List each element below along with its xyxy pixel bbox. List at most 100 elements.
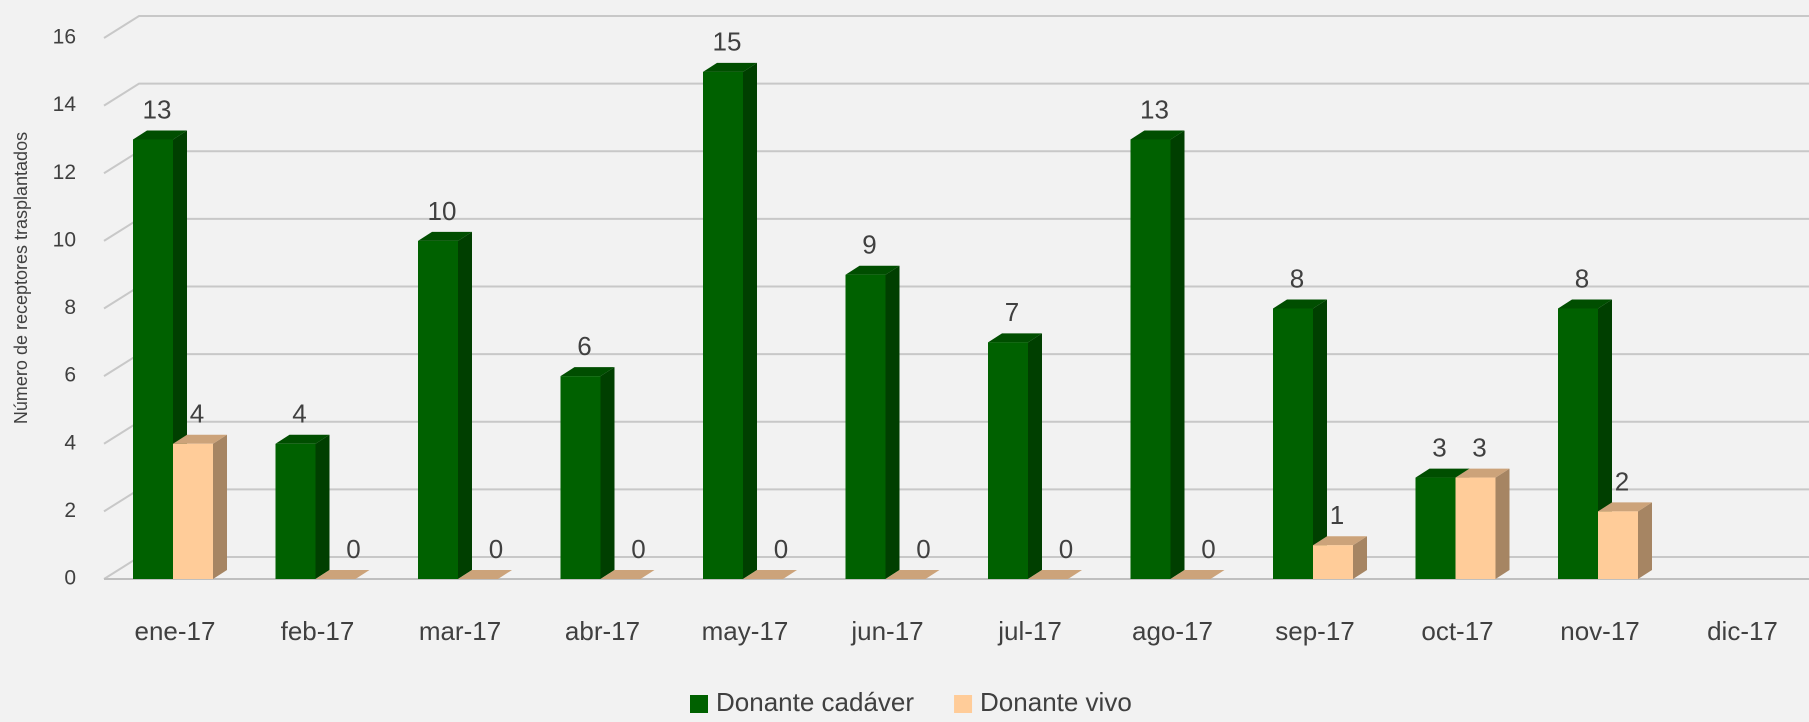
bar-side bbox=[743, 62, 757, 579]
y-tick-label: 10 bbox=[53, 228, 76, 251]
data-label: 15 bbox=[713, 27, 742, 57]
legend-label: Donante vivo bbox=[980, 687, 1132, 717]
bar-top bbox=[845, 265, 900, 275]
bar-top bbox=[1598, 502, 1652, 512]
x-tick-label: nov-17 bbox=[1560, 616, 1640, 646]
bar-top bbox=[315, 570, 370, 579]
data-label: 0 bbox=[631, 534, 645, 564]
bar-top bbox=[1415, 468, 1470, 478]
y-tick-label: 6 bbox=[64, 364, 76, 387]
bar-side bbox=[213, 434, 227, 579]
bar-side bbox=[1638, 502, 1652, 579]
bar-side bbox=[1495, 468, 1510, 579]
bar bbox=[1415, 477, 1456, 579]
bar bbox=[988, 342, 1028, 579]
x-tick-label: abr-17 bbox=[565, 616, 640, 646]
x-tick-label: feb-17 bbox=[281, 616, 355, 646]
bar-top bbox=[885, 570, 940, 579]
bar-top bbox=[1313, 536, 1367, 546]
x-tick-label: dic-17 bbox=[1707, 616, 1778, 646]
bar bbox=[1273, 308, 1313, 579]
bar-top bbox=[458, 570, 512, 579]
x-tick-label: oct-17 bbox=[1421, 616, 1493, 646]
data-label: 1 bbox=[1330, 500, 1344, 530]
bar bbox=[1455, 477, 1496, 579]
data-label: 0 bbox=[916, 534, 930, 564]
data-label: 10 bbox=[428, 196, 457, 226]
bar-side bbox=[1313, 299, 1327, 579]
bar-side bbox=[600, 367, 615, 579]
grid-line bbox=[103, 82, 1809, 107]
x-tick-label: jun-17 bbox=[850, 616, 923, 646]
bar-side bbox=[1353, 536, 1367, 579]
bar bbox=[1313, 545, 1353, 579]
bar-top bbox=[743, 570, 797, 579]
bar-top bbox=[1455, 468, 1510, 478]
data-label: 0 bbox=[346, 534, 360, 564]
y-axis-label: Número de receptores trasplantados bbox=[11, 132, 31, 424]
bar-side bbox=[458, 231, 472, 579]
legend-swatch bbox=[954, 695, 973, 713]
legend-label: Donante cadáver bbox=[716, 687, 914, 717]
y-tick-label: 12 bbox=[53, 161, 76, 184]
bar-side bbox=[1028, 333, 1042, 579]
x-tick-label: ene-17 bbox=[135, 616, 216, 646]
bar-top bbox=[1558, 299, 1612, 309]
bar-top bbox=[1130, 130, 1185, 140]
bar-top bbox=[173, 434, 227, 444]
y-tick-label: 0 bbox=[64, 567, 76, 590]
bar-top bbox=[1273, 299, 1327, 309]
data-label: 2 bbox=[1615, 466, 1629, 496]
bar bbox=[1598, 511, 1638, 579]
data-label: 9 bbox=[862, 230, 876, 260]
data-label: 13 bbox=[1140, 94, 1169, 124]
bar-top bbox=[560, 367, 615, 377]
data-label: 7 bbox=[1005, 297, 1019, 327]
bar bbox=[275, 443, 316, 579]
y-tick-label: 4 bbox=[64, 431, 76, 454]
data-label: 8 bbox=[1575, 263, 1589, 293]
legend-swatch bbox=[690, 695, 708, 713]
bar-top bbox=[133, 130, 187, 140]
y-tick-label: 14 bbox=[53, 93, 77, 116]
bar bbox=[1558, 308, 1598, 579]
bar bbox=[845, 274, 886, 579]
data-label: 4 bbox=[190, 399, 204, 429]
bar-top bbox=[1170, 570, 1225, 579]
grid-line bbox=[103, 15, 1809, 39]
bar-top bbox=[600, 570, 655, 579]
data-label: 3 bbox=[1432, 432, 1446, 462]
data-label: 4 bbox=[292, 399, 306, 429]
data-label: 0 bbox=[1059, 534, 1073, 564]
x-tick-label: may-17 bbox=[702, 616, 789, 646]
y-tick-label: 8 bbox=[64, 296, 76, 319]
data-label: 8 bbox=[1290, 263, 1304, 293]
y-tick-label: 2 bbox=[64, 499, 76, 522]
bar-side bbox=[315, 434, 330, 579]
bar-side bbox=[885, 265, 900, 579]
data-label: 0 bbox=[774, 534, 788, 564]
data-label: 6 bbox=[577, 331, 591, 361]
bar bbox=[133, 139, 173, 579]
bar-top bbox=[275, 434, 330, 444]
bar bbox=[560, 376, 601, 579]
data-label: 13 bbox=[143, 94, 172, 124]
bar bbox=[703, 71, 743, 579]
x-tick-label: jul-17 bbox=[997, 616, 1062, 646]
data-label: 0 bbox=[489, 534, 503, 564]
bar bbox=[1130, 139, 1171, 579]
bar-side bbox=[1170, 130, 1185, 579]
data-label: 0 bbox=[1201, 534, 1215, 564]
bar-top bbox=[703, 62, 757, 72]
bar-top bbox=[988, 333, 1042, 343]
bar bbox=[173, 443, 213, 579]
x-tick-label: sep-17 bbox=[1275, 616, 1355, 646]
y-tick-label: 16 bbox=[53, 26, 76, 49]
x-tick-label: ago-17 bbox=[1132, 616, 1213, 646]
bar-top bbox=[418, 231, 472, 241]
bar-top bbox=[1028, 570, 1082, 579]
data-label: 3 bbox=[1472, 432, 1486, 462]
bar bbox=[418, 240, 458, 579]
